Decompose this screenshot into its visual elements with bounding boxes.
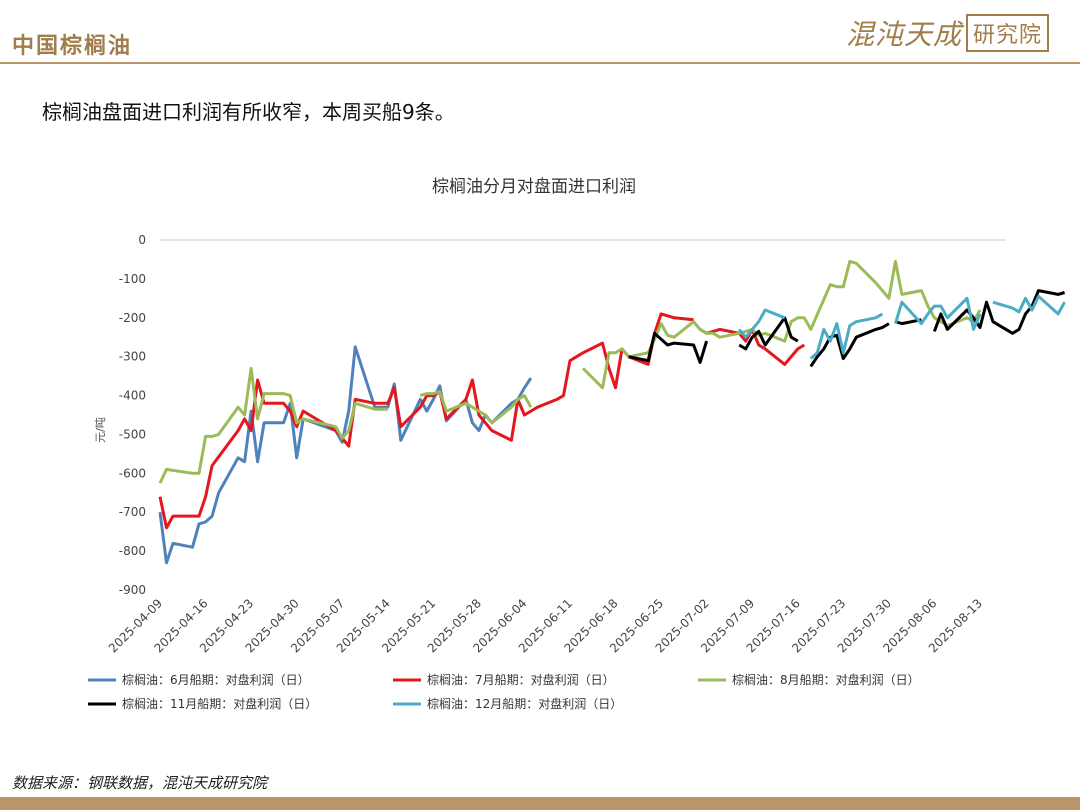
- series-line-4: [894, 318, 922, 326]
- chart-title: 棕榈油分月对盘面进口利润: [432, 177, 636, 197]
- series-line-4: [738, 316, 799, 351]
- legend-label: 棕榈油：11月船期：对盘利润（日）: [122, 696, 317, 711]
- footer-bar: [0, 797, 1080, 810]
- y-tick-label: -900: [119, 583, 146, 597]
- series-line-5: [738, 308, 786, 339]
- axes: 0-100-200-300-400-500-600-700-800-900202…: [106, 233, 1006, 655]
- profit-line-chart: 棕榈油分月对盘面进口利润 元/吨 0 -100 -200 -300 -400 -500 -6…: [88, 177, 1066, 711]
- header-divider: [0, 62, 1080, 64]
- series-line-4: [932, 289, 1066, 335]
- y-tick-label: -100: [119, 272, 146, 286]
- y-tick-label: -300: [119, 350, 146, 364]
- y-tick-label: -500: [119, 427, 146, 441]
- series-line-5: [893, 296, 982, 331]
- legend: 棕榈油：6月船期：对盘利润（日） 棕榈油：7月船期：对盘利润（日） 棕榈油：8月船期…: [88, 672, 920, 711]
- series-line-4: [809, 322, 890, 368]
- series-line-4: [628, 331, 709, 364]
- series-line-5: [809, 312, 884, 360]
- data-source-note: 数据来源：钢联数据，混沌天成研究院: [12, 774, 268, 792]
- y-axis-label: 元/吨: [94, 417, 107, 443]
- legend-label: 棕榈油：7月船期：对盘利润（日）: [427, 672, 615, 687]
- series-lines: [158, 259, 1066, 565]
- legend-label: 棕榈油：12月船期：对盘利润（日）: [427, 696, 622, 711]
- brand-logo: 混沌天成 研究院: [846, 14, 1050, 52]
- series-line-3: [158, 366, 388, 484]
- legend-label: 棕榈油：6月船期：对盘利润（日）: [122, 672, 310, 687]
- y-tick-label: -200: [119, 311, 146, 325]
- series-line-1: [158, 345, 533, 565]
- y-tick-label: -400: [119, 389, 146, 403]
- logo-seal: 研究院: [966, 14, 1050, 52]
- series-line-2: [158, 312, 694, 530]
- slide-subtitle: 棕榈油盘面进口利润有所收窄，本周买船9条。: [42, 100, 455, 124]
- y-tick-label: 0: [138, 233, 146, 247]
- legend-label: 棕榈油：8月船期：对盘利润（日）: [732, 672, 920, 687]
- y-tick-label: -800: [119, 544, 146, 558]
- series-line-3: [419, 390, 533, 425]
- logo-wordmark: 混沌天成: [846, 18, 963, 51]
- y-tick-label: -700: [119, 505, 146, 519]
- series-line-5: [992, 294, 1066, 316]
- page-title: 中国棕榈油: [12, 34, 133, 59]
- y-tick-label: -600: [119, 466, 146, 480]
